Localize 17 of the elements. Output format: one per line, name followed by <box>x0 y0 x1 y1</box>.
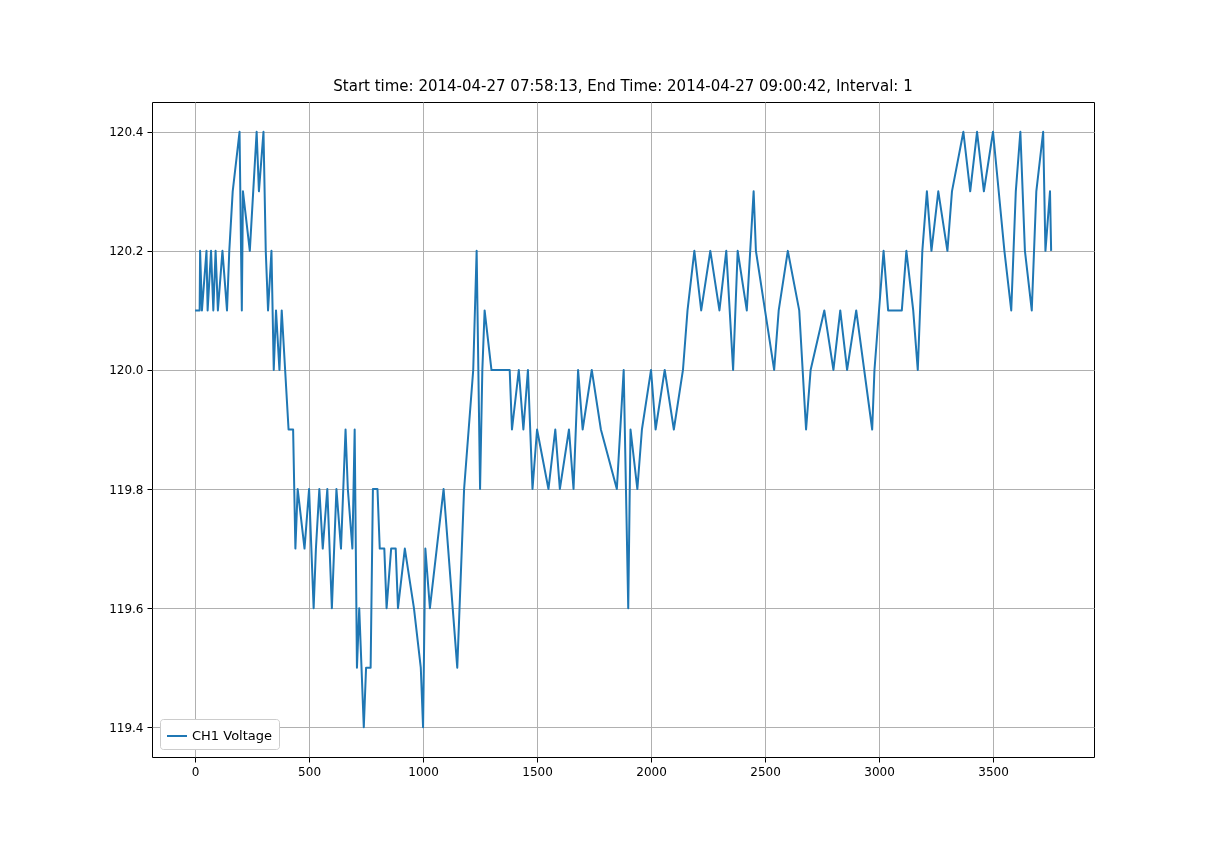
y-tick-label: 120.4 <box>109 125 144 140</box>
x-tick-label: 3000 <box>864 764 895 779</box>
x-tick-label: 0 <box>191 764 200 779</box>
x-tick-label: 3500 <box>978 764 1009 779</box>
legend-label: CH1 Voltage <box>192 728 273 743</box>
x-tick-label: 1000 <box>408 764 439 779</box>
y-tick-label: 119.4 <box>109 720 144 735</box>
line-series <box>194 130 1053 729</box>
chart-title: Start time: 2014-04-27 07:58:13, End Time: 2014-04-27 09:00:42, Interval: 1 <box>333 77 913 95</box>
y-tick-label: 120.2 <box>109 244 144 259</box>
x-tick-label: 1500 <box>522 764 553 779</box>
y-tick-label: 120.0 <box>109 363 144 378</box>
y-tick-label: 119.8 <box>109 482 144 497</box>
y-tick-label: 119.6 <box>109 601 144 616</box>
x-tick-label: 2500 <box>750 764 781 779</box>
x-tick-label: 2000 <box>636 764 667 779</box>
x-tick-label: 500 <box>298 764 322 779</box>
